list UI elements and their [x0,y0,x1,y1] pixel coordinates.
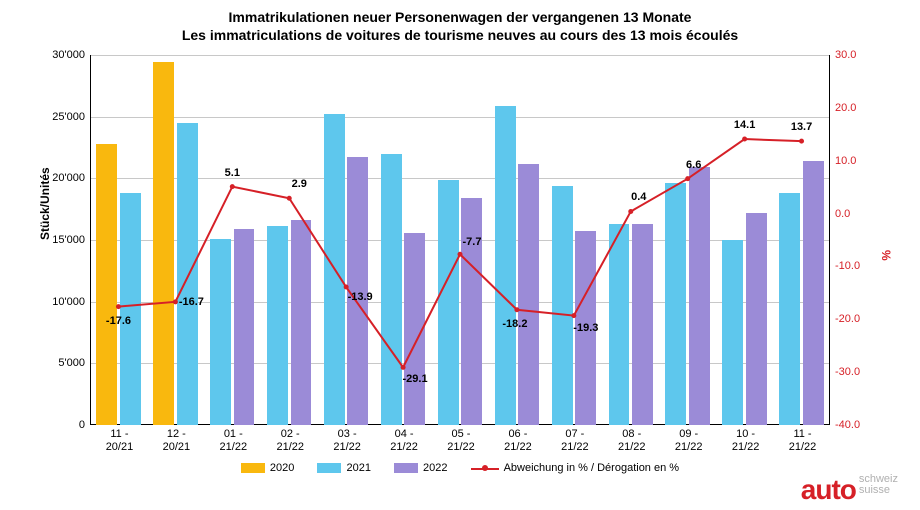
bar-2022 [689,167,710,425]
legend-item-2020: 2020 [241,462,294,474]
legend-label-2022: 2022 [423,462,447,474]
legend-swatch-2021 [317,463,341,473]
legend-label-2021: 2021 [346,462,370,474]
deviation-value-label: 14.1 [734,119,755,131]
left-axis-label: Stück/Unités [38,167,52,240]
chart-title: Immatrikulationen neuer Personenwagen de… [0,0,920,44]
deviation-value-label: -18.2 [502,318,527,330]
left-tick: 5'000 [58,357,91,369]
legend-swatch-2022 [394,463,418,473]
x-tick: 01 -21/22 [220,424,248,453]
x-tick: 04 -21/22 [390,424,418,453]
bar-2022 [234,229,255,425]
bar-2021 [722,240,743,425]
bar-2021 [210,239,231,425]
x-tick: 05 -21/22 [447,424,475,453]
left-tick: 25'000 [52,111,91,123]
deviation-value-label: 2.9 [292,178,307,190]
x-tick: 11 -20/21 [106,424,134,453]
right-tick: -20.0 [829,313,860,325]
legend-label-2020: 2020 [270,462,294,474]
legend-swatch-2020 [241,463,265,473]
deviation-value-label: -19.3 [573,322,598,334]
right-axis-label: % [880,250,894,261]
bar-2022 [461,198,482,425]
deviation-value-label: -16.7 [179,296,204,308]
left-tick: 30'000 [52,49,91,61]
bar-2021 [552,186,573,425]
bar-2022 [803,161,824,425]
bar-2021 [779,193,800,425]
deviation-value-label: -29.1 [403,373,428,385]
title-line-1: Immatrikulationen neuer Personenwagen de… [0,8,920,26]
x-tick: 02 -21/22 [276,424,304,453]
right-tick: 20.0 [829,102,856,114]
logo-sub: schweizsuisse [859,474,898,496]
bar-2022 [404,233,425,425]
deviation-value-label: 0.4 [631,191,646,203]
x-tick: 09 -21/22 [675,424,703,453]
legend: 2020 2021 2022 Abweichung in % / Dérogat… [0,462,920,476]
right-tick: 0.0 [829,208,850,220]
legend-label-line: Abweichung in % / Dérogation en % [504,462,680,474]
x-tick: 10 -21/22 [732,424,760,453]
bar-2021 [665,183,686,425]
legend-item-line: Abweichung in % / Dérogation en % [471,462,680,474]
bar-2021 [177,123,198,425]
bar-2022 [291,220,312,425]
title-line-2: Les immatriculations de voitures de tour… [0,26,920,44]
deviation-value-label: -13.9 [348,291,373,303]
left-tick: 10'000 [52,296,91,308]
deviation-value-label: 6.6 [686,159,701,171]
bar-2021 [381,154,402,425]
left-tick: 20'000 [52,172,91,184]
chart-plot-area: 05'00010'00015'00020'00025'00030'000-40.… [90,55,830,425]
left-tick: 15'000 [52,234,91,246]
deviation-value-label: -17.6 [106,315,131,327]
right-tick: -40.0 [829,419,860,431]
x-tick: 08 -21/22 [618,424,646,453]
right-tick: -10.0 [829,260,860,272]
deviation-value-label: -7.7 [463,236,482,248]
legend-item-2021: 2021 [317,462,370,474]
x-tick: 07 -21/22 [561,424,589,453]
x-tick: 11 -21/22 [789,424,817,453]
legend-line-marker [471,463,499,473]
bar-2021 [324,114,345,425]
deviation-value-label: 5.1 [225,167,240,179]
legend-item-2022: 2022 [394,462,447,474]
x-tick: 12 -20/21 [163,424,191,453]
bar-2022 [632,224,653,425]
bar-2020 [96,144,117,425]
bar-2022 [518,164,539,425]
bar-2021 [438,180,459,425]
right-tick: 10.0 [829,155,856,167]
logo-main: auto [801,474,856,505]
deviation-value-label: 13.7 [791,121,812,133]
bar-2021 [609,224,630,425]
right-tick: 30.0 [829,49,856,61]
x-tick: 03 -21/22 [333,424,361,453]
right-tick: -30.0 [829,366,860,378]
bar-2021 [267,226,288,425]
logo: autoschweizsuisse [801,474,898,502]
x-tick: 06 -21/22 [504,424,532,453]
bar-2022 [746,213,767,425]
bar-2021 [120,193,141,425]
bar-2021 [495,106,516,425]
bar-2020 [153,62,174,425]
